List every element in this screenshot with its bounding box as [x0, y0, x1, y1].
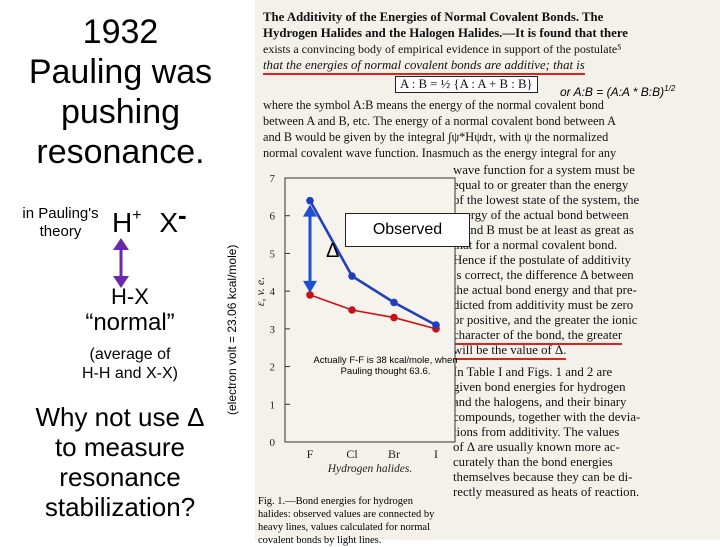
electron-volt-note: (electron volt = 23.06 kcal/mole) [225, 244, 239, 415]
observed-point [348, 272, 356, 280]
y-tick-label: 1 [270, 399, 276, 411]
title-line: Pauling was [28, 53, 213, 91]
observed-label: Observed [345, 213, 470, 247]
y-tick-label: 5 [270, 248, 276, 260]
y-tick-label: 4 [270, 286, 276, 298]
ion-x: X [159, 207, 179, 238]
y-tick-label: 0 [270, 437, 276, 449]
question-text: Why not use Δ to measure resonance stabi… [35, 402, 205, 522]
paper-line: where the symbol A:B means the energy of… [263, 98, 604, 112]
paper-line: The Additivity of the Energies of Normal… [263, 10, 604, 24]
normal-point [390, 313, 398, 322]
paper-line: Hydrogen Halides and the Halogen Halides… [263, 26, 628, 40]
title-line: resonance. [36, 133, 205, 171]
ion-pair: H+ X- [112, 200, 187, 239]
ion-h-charge: + [132, 207, 142, 224]
y-tick-label: 7 [270, 173, 276, 185]
hx-normal-label: H-X “normal” [85, 284, 175, 336]
theory-label: in Pauling's theory [22, 205, 99, 240]
x-tick-label: Br [388, 447, 400, 461]
paper-line: exists a convincing body of empirical ev… [263, 42, 622, 56]
slide-title: 1932 Pauling was pushing resonance. [18, 12, 223, 172]
normal-series-line [309, 294, 437, 330]
observed-point [306, 196, 314, 205]
additivity-formula: A : B = ½ {A : A + B : B} [395, 76, 538, 93]
figure-caption: Fig. 1.—Bond energies for hydrogen halid… [258, 496, 435, 546]
observed-point [432, 321, 440, 329]
delta-arrowhead-up [303, 204, 317, 217]
delta-label: Δ [326, 240, 340, 262]
ion-h: H [112, 207, 133, 238]
title-line: pushing [60, 93, 181, 131]
normal-point [348, 306, 356, 314]
double-arrow-icon [113, 238, 129, 288]
y-tick-label: 6 [270, 211, 276, 223]
bond-energy-chart: 0 1 2 3 4 5 6 7 ε, v. e. F Cl Br I Hydrogen halides. [255, 173, 456, 475]
y-axis-label: ε, v. e. [255, 277, 267, 307]
x-tick-label: Cl [346, 447, 358, 461]
paper-line: between A and B, etc. The energy of a no… [263, 114, 616, 128]
paper-line: normal covalent wave function. Inasmuch … [263, 146, 617, 160]
observed-point [390, 298, 398, 307]
geometric-mean-formula: or A:B = (A:A * B:B)1/2 [560, 84, 676, 99]
ff-note: Actually F-F is 38 kcal/mole, when Pauli… [313, 355, 458, 377]
ion-x-charge: - [178, 200, 187, 230]
paper-line: and B would be given by the integral ∫ψ*… [263, 130, 609, 144]
observed-series-line [308, 199, 437, 327]
y-tick-label: 2 [270, 362, 276, 374]
x-tick-label: I [434, 447, 438, 461]
delta-arrowhead-down [303, 280, 317, 293]
x-tick-label: F [307, 447, 314, 461]
paper-line: that the energies of normal covalent bon… [263, 58, 585, 75]
normal-point [306, 291, 314, 299]
x-axis-label: Hydrogen halides. [327, 463, 413, 475]
title-line: 1932 [82, 13, 159, 51]
average-note: (average of H-H and X-X) [81, 346, 179, 382]
y-tick-label: 3 [270, 324, 276, 336]
